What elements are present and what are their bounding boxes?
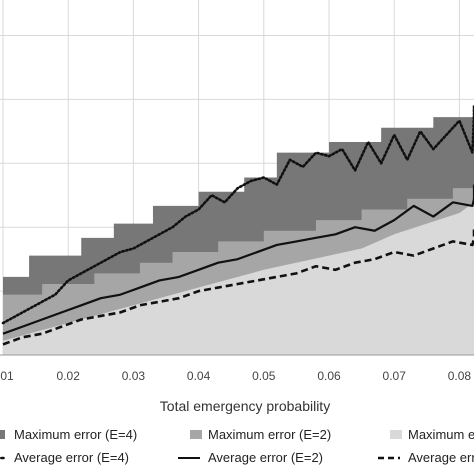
x-tick-label: 0.05 — [252, 369, 276, 383]
x-tick-label: 0.04 — [187, 369, 211, 383]
legend: Maximum error (E=4) Maximum error (E=2) Ma… — [0, 427, 474, 465]
legend-label: Maximum error (E=2) — [208, 427, 331, 442]
legend-label: Average error (E=2) — [208, 450, 323, 465]
x-tick-label: 0.07 — [383, 369, 407, 383]
legend-item: Average error (E=2) — [178, 450, 323, 465]
x-tick-label: 0.06 — [317, 369, 341, 383]
legend-item: Average error (E=4) — [0, 450, 129, 465]
x-tick-labels: 0.01 0.02 0.03 0.04 0.05 0.06 0.07 0.08 — [0, 369, 471, 383]
line-series — [1, 105, 474, 346]
legend-label: Maximum error (E=4) — [14, 427, 137, 442]
legend-swatch — [190, 430, 202, 439]
legend-label: Average error — [408, 450, 474, 465]
legend-label: Maximum error — [408, 427, 474, 442]
line-series-5 — [2, 227, 474, 346]
legend-swatch — [390, 430, 402, 439]
x-tick-label: 0.08 — [448, 369, 472, 383]
x-tick-label: 0.01 — [0, 369, 14, 383]
legend-swatch — [0, 430, 5, 439]
legend-label: Average error (E=4) — [14, 450, 129, 465]
legend-item: Maximum error (E=4) — [0, 427, 137, 442]
x-tick-label: 0.02 — [57, 369, 81, 383]
line-series-3 — [1, 105, 474, 325]
legend-item: Average error — [378, 450, 474, 465]
legend-item: Maximum error (E=2) — [190, 427, 331, 442]
x-axis-title: Total emergency probability — [160, 398, 330, 414]
line-series-4 — [2, 184, 474, 335]
x-tick-label: 0.03 — [122, 369, 146, 383]
legend-item: Maximum error — [390, 427, 474, 442]
